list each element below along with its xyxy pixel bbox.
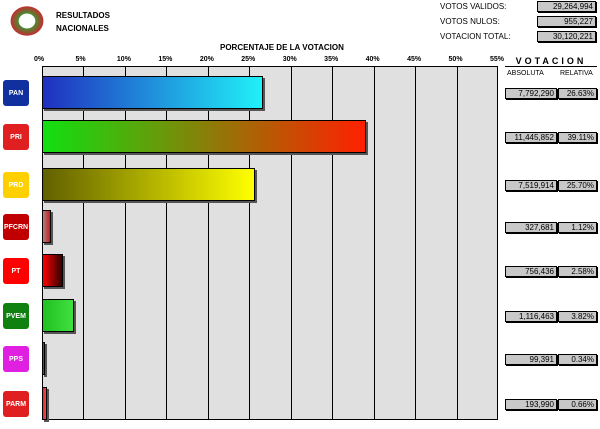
- tick-label: 15%: [158, 56, 173, 63]
- chart-title: PORCENTAJE DE LA VOTACION: [220, 43, 344, 52]
- gridline: [373, 67, 375, 419]
- gridline: [332, 67, 334, 419]
- votes-absolute: 99,391: [505, 354, 557, 365]
- tick-label: 0%: [34, 56, 45, 63]
- votes-absolute: 756,436: [505, 266, 557, 277]
- gridline: [415, 67, 417, 419]
- party-logo-prd: PRD: [3, 172, 29, 198]
- gridline: [124, 67, 126, 419]
- summary-value: 955,227: [537, 16, 596, 27]
- bar-pan: [42, 76, 263, 109]
- tick-label: 20%: [199, 56, 214, 63]
- gridline: [83, 67, 85, 419]
- tick-label: 50%: [448, 56, 463, 63]
- gridline: [249, 67, 251, 419]
- votes-relative: 25.70%: [558, 180, 597, 191]
- party-logo-pt: PT: [3, 258, 29, 284]
- tick-label: 25%: [241, 56, 256, 63]
- tick-label: 10%: [116, 56, 131, 63]
- tick-label: 55%: [490, 56, 505, 63]
- tick-label: 40%: [365, 56, 380, 63]
- votes-relative: 39.11%: [558, 132, 597, 143]
- summary-value: 29,264,994: [537, 1, 596, 12]
- votes-relative: 0.34%: [558, 354, 597, 365]
- votes-absolute: 7,519,914: [505, 180, 557, 191]
- gridline: [290, 67, 292, 419]
- bar-pps: [42, 342, 45, 375]
- emblem-icon: [8, 4, 46, 38]
- col-relativa: RELATIVA: [560, 70, 593, 77]
- gridline: [166, 67, 168, 419]
- party-logo-pan: PAN: [3, 80, 29, 106]
- tick-label: 45%: [407, 56, 422, 63]
- bar-pt: [42, 254, 64, 287]
- tick-label: 5%: [75, 56, 86, 63]
- votes-relative: 1.12%: [558, 222, 597, 233]
- votes-absolute: 1,116,463: [505, 311, 557, 322]
- summary-label: VOTOS VALIDOS:: [440, 2, 507, 11]
- votes-relative: 0.66%: [558, 399, 597, 410]
- bar-prd: [42, 168, 256, 201]
- summary-label: VOTOS NULOS:: [440, 17, 500, 26]
- bar-pfcrn: [42, 210, 52, 243]
- bar-parm: [42, 387, 48, 420]
- votes-absolute: 11,445,852: [505, 132, 557, 143]
- party-logo-parm: PARM: [3, 391, 29, 417]
- table-title: VOTACION: [505, 56, 597, 67]
- party-logo-pfcrn: PFCRN: [3, 214, 29, 240]
- summary-value: 30,120,221: [537, 31, 596, 42]
- gridline: [207, 67, 209, 419]
- party-logo-pvem: PVEM: [3, 303, 29, 329]
- title-line1: RESULTADOS: [56, 11, 110, 20]
- col-absoluta: ABSOLUTA: [507, 70, 544, 77]
- party-logo-pps: PPS: [3, 346, 29, 372]
- title-line2: NACIONALES: [56, 24, 109, 33]
- bar-pri: [42, 120, 367, 153]
- votes-absolute: 193,990: [505, 399, 557, 410]
- gridline: [456, 67, 458, 419]
- votes-absolute: 7,792,290: [505, 88, 557, 99]
- party-logo-pri: PRI: [3, 124, 29, 150]
- votes-relative: 2.58%: [558, 266, 597, 277]
- votes-absolute: 327,681: [505, 222, 557, 233]
- tick-label: 35%: [324, 56, 339, 63]
- votes-relative: 3.82%: [558, 311, 597, 322]
- votes-relative: 26.63%: [558, 88, 597, 99]
- bar-pvem: [42, 299, 74, 332]
- tick-label: 30%: [282, 56, 297, 63]
- summary-label: VOTACION TOTAL:: [440, 32, 511, 41]
